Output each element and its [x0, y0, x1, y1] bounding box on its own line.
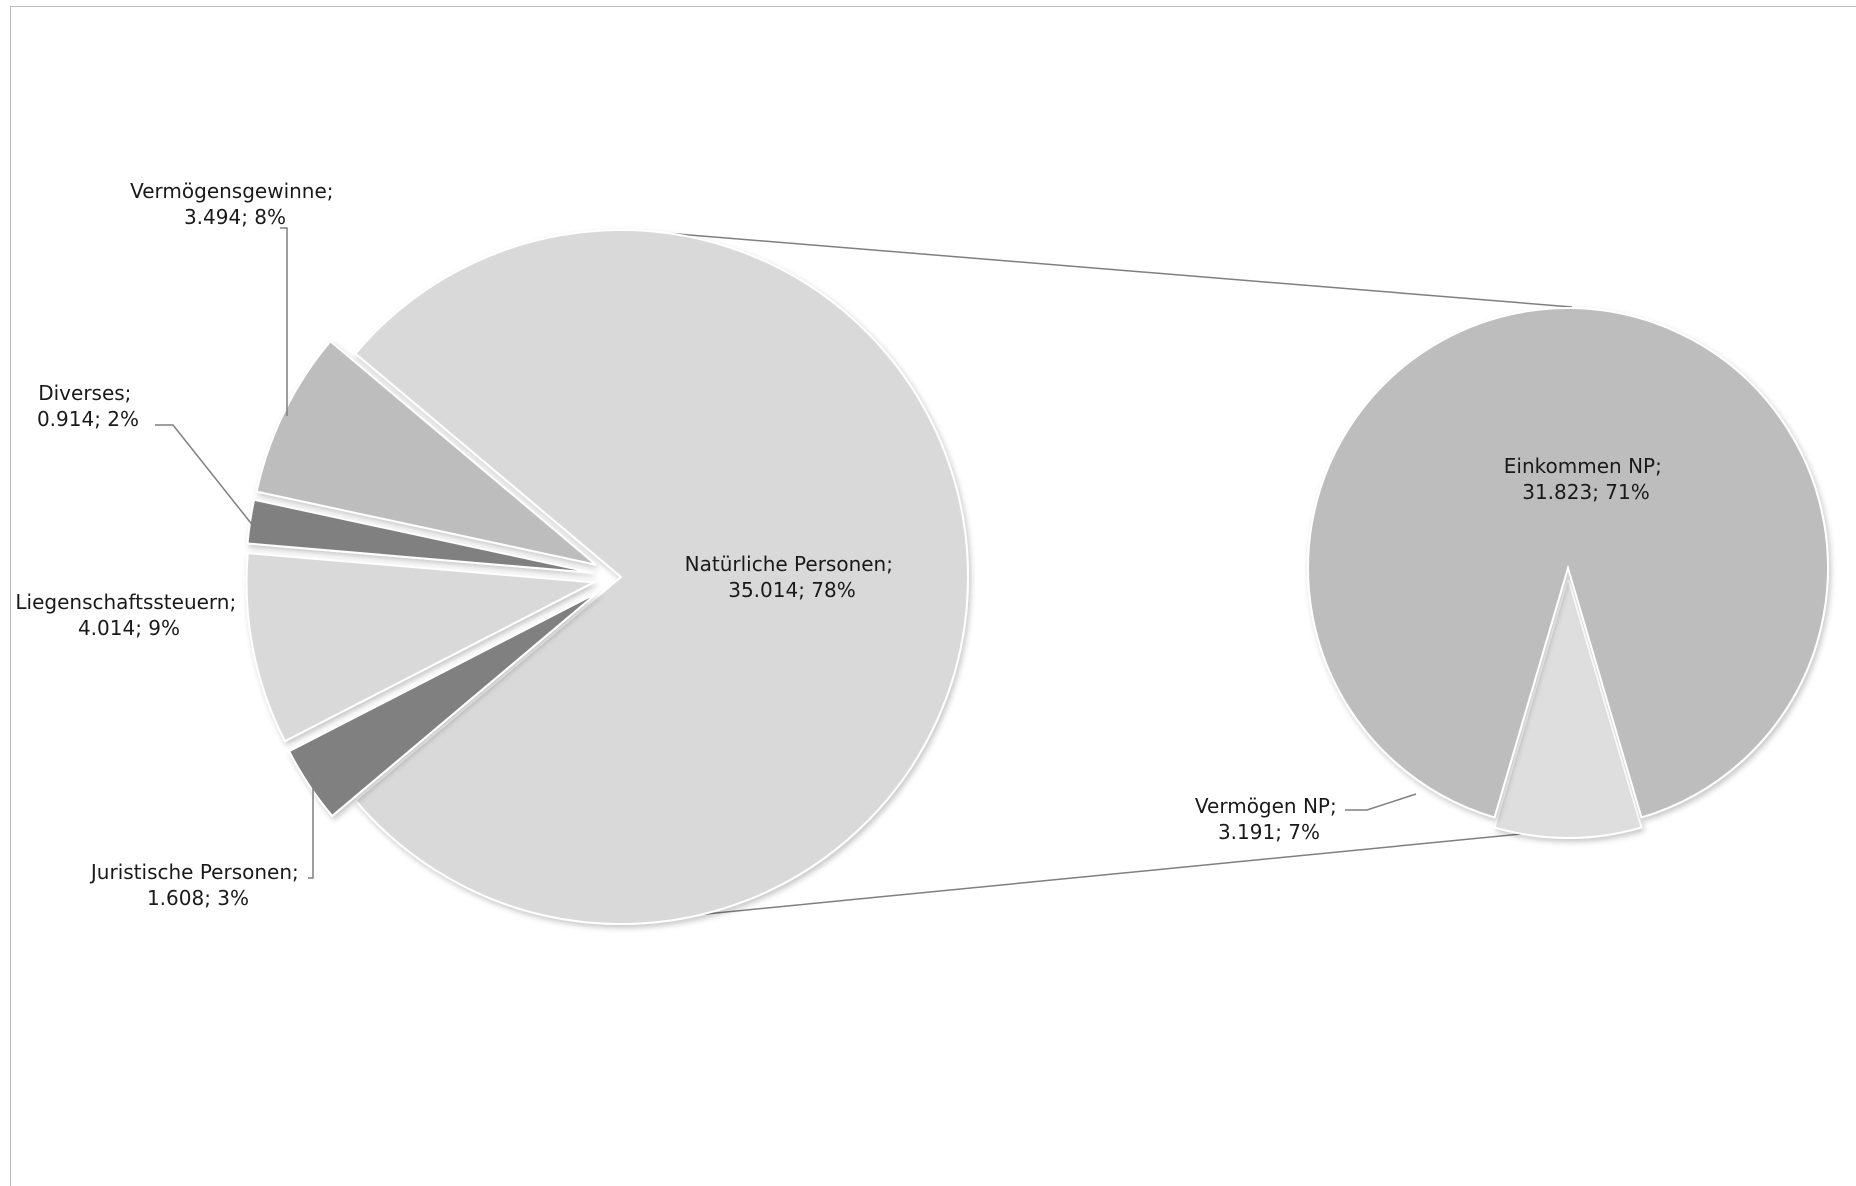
- slice-vermoegen-np: [1493, 574, 1643, 840]
- leader-diverses: [155, 424, 255, 528]
- leader-vermoegen-np: [1345, 793, 1417, 811]
- secondary-pie: [1307, 307, 1829, 840]
- label-juristische-personen: Juristische Personen; 1.608; 3%: [89, 860, 305, 910]
- slice-liegenschaftssteuern: [245, 552, 598, 743]
- slice-natuerliche-personen: [354, 229, 970, 925]
- label-natuerliche-personen: Natürliche Personen; 35.014; 78%: [685, 552, 900, 602]
- label-vermoegen-np: Vermögen NP; 3.191; 7%: [1195, 794, 1343, 844]
- leader-lines: [155, 227, 1417, 879]
- label-diverses: Diverses; 0.914; 2%: [37, 381, 139, 431]
- connector-top: [664, 232, 1573, 308]
- connector-bottom: [664, 828, 1573, 919]
- slice-einkommen-np: [1307, 307, 1829, 819]
- label-vermoegensgewinne: Vermögensgewinne; 3.494; 8%: [130, 179, 340, 229]
- slice-juristische-personen: [287, 591, 599, 818]
- leader-vermoegensgewinne: [280, 227, 288, 416]
- label-einkommen-np: Einkommen NP; 31.823; 71%: [1504, 454, 1668, 504]
- chart-frame: [10, 6, 1856, 1186]
- main-pie: [245, 229, 970, 925]
- connector-lines: [664, 232, 1573, 919]
- slice-vermoegensgewinne: [255, 339, 597, 566]
- label-liegenschaftssteuern: Liegenschaftssteuern; 4.014; 9%: [15, 590, 242, 640]
- leader-juristische-personen: [308, 775, 314, 879]
